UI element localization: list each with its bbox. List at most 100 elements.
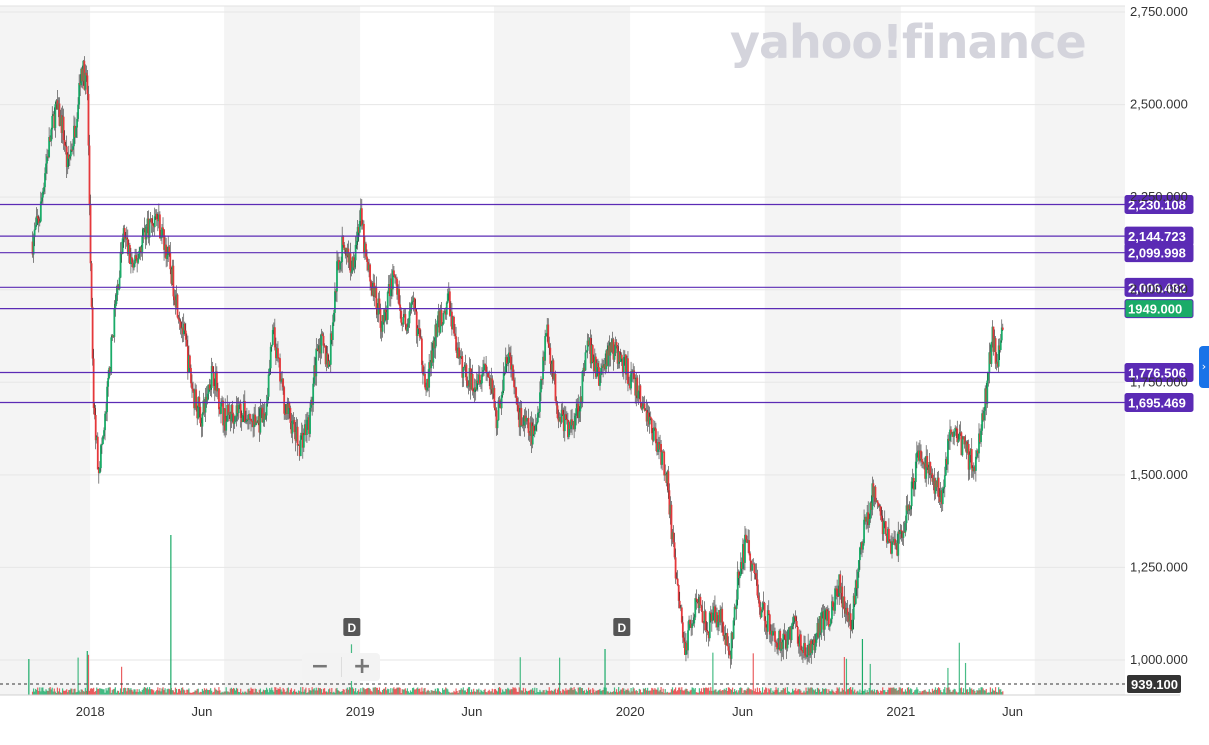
volume-bar xyxy=(713,690,715,695)
candle-body xyxy=(670,504,673,540)
volume-bar xyxy=(532,688,534,695)
volume-bar xyxy=(302,687,304,695)
candle-body xyxy=(815,632,818,643)
volume-bar xyxy=(143,687,145,695)
volume-bar xyxy=(478,688,480,695)
volume-bar xyxy=(578,687,580,695)
volume-bar xyxy=(148,687,151,695)
candle-body xyxy=(969,449,972,455)
volume-bar xyxy=(832,690,834,695)
volume-bar xyxy=(760,692,763,695)
candle-body xyxy=(518,412,521,428)
candle-body xyxy=(525,418,528,422)
candle-body xyxy=(816,623,819,633)
volume-bar xyxy=(225,687,227,695)
volume-bar xyxy=(477,689,479,695)
candle-body xyxy=(580,396,583,404)
volume-bar xyxy=(92,688,94,695)
dividend-marker[interactable]: D xyxy=(613,618,631,636)
volume-bar xyxy=(787,691,790,695)
zoom-in-button[interactable]: + xyxy=(347,656,377,678)
candle-body xyxy=(859,547,861,561)
volume-bar xyxy=(619,691,621,695)
candle-body xyxy=(532,425,535,435)
chevron-right-icon[interactable]: › xyxy=(1199,346,1209,388)
volume-bar xyxy=(449,692,451,695)
candle-body xyxy=(827,610,830,627)
volume-bar xyxy=(243,692,245,695)
volume-bar xyxy=(458,690,460,695)
volume-bar xyxy=(95,690,97,695)
volume-bar xyxy=(1000,689,1002,695)
volume-bar xyxy=(265,687,268,695)
volume-bar xyxy=(556,689,559,695)
candle-body xyxy=(207,384,210,394)
candle-body xyxy=(768,614,771,635)
volume-bar xyxy=(956,692,958,695)
volume-bar xyxy=(340,691,342,695)
volume-bar xyxy=(401,689,403,695)
volume-bar xyxy=(39,687,41,695)
candle-body xyxy=(297,444,300,446)
candle-body xyxy=(621,358,624,373)
candle-body xyxy=(60,115,63,134)
volume-bar xyxy=(917,689,919,695)
volume-bar xyxy=(202,690,205,695)
volume-bar xyxy=(930,692,932,695)
volume-bar xyxy=(593,689,595,695)
volume-bar xyxy=(303,691,305,695)
volume-bar xyxy=(661,691,663,695)
candle-body xyxy=(911,477,914,482)
zoom-out-button[interactable]: − xyxy=(305,656,335,678)
candle-body xyxy=(573,421,576,430)
volume-bar xyxy=(747,687,749,695)
volume-bar xyxy=(234,690,237,695)
candle-body xyxy=(812,639,815,645)
candle-body xyxy=(300,432,303,436)
volume-bar xyxy=(780,690,782,695)
candle-body xyxy=(490,378,493,390)
volume-bar xyxy=(299,691,301,695)
volume-bar xyxy=(200,692,202,695)
dividend-marker[interactable]: D xyxy=(343,618,361,636)
candle-body xyxy=(494,407,497,411)
candle-body xyxy=(775,641,777,643)
candle-body xyxy=(645,409,648,422)
volume-bar xyxy=(869,663,871,695)
volume-bar xyxy=(139,691,141,695)
candle-body xyxy=(420,338,423,365)
candle-body xyxy=(90,263,93,307)
candle-body xyxy=(286,403,289,414)
volume-bar xyxy=(377,689,380,695)
candle-body xyxy=(287,403,290,414)
volume-bar xyxy=(855,692,857,695)
candle-body xyxy=(897,531,900,556)
volume-bar xyxy=(743,690,745,695)
volume-bar xyxy=(369,688,371,695)
volume-bar xyxy=(912,692,914,695)
volume-bar xyxy=(685,688,687,695)
volume-bar xyxy=(696,692,698,695)
volume-bar xyxy=(63,690,65,695)
volume-bar xyxy=(559,657,561,695)
y-tick-label: 1,250.000 xyxy=(1130,559,1188,574)
volume-bar xyxy=(188,688,190,695)
volume-bar xyxy=(106,690,108,695)
candle-body xyxy=(575,408,578,416)
candle-body xyxy=(132,262,134,268)
volume-bar xyxy=(831,689,833,695)
volume-bar xyxy=(493,689,495,695)
candle-body xyxy=(322,335,325,346)
candle-body xyxy=(315,348,318,377)
candle-body xyxy=(427,378,430,388)
volume-bar xyxy=(894,688,896,695)
volume-bar xyxy=(210,688,212,695)
volume-bar xyxy=(460,688,462,695)
candle-body xyxy=(658,442,660,450)
volume-bar xyxy=(298,690,300,695)
volume-bar xyxy=(540,691,542,695)
volume-bar xyxy=(790,692,793,695)
horizontal-level-lines[interactable]: 2,230.1082,144.7232,099.9982,006.4821949… xyxy=(0,195,1194,412)
